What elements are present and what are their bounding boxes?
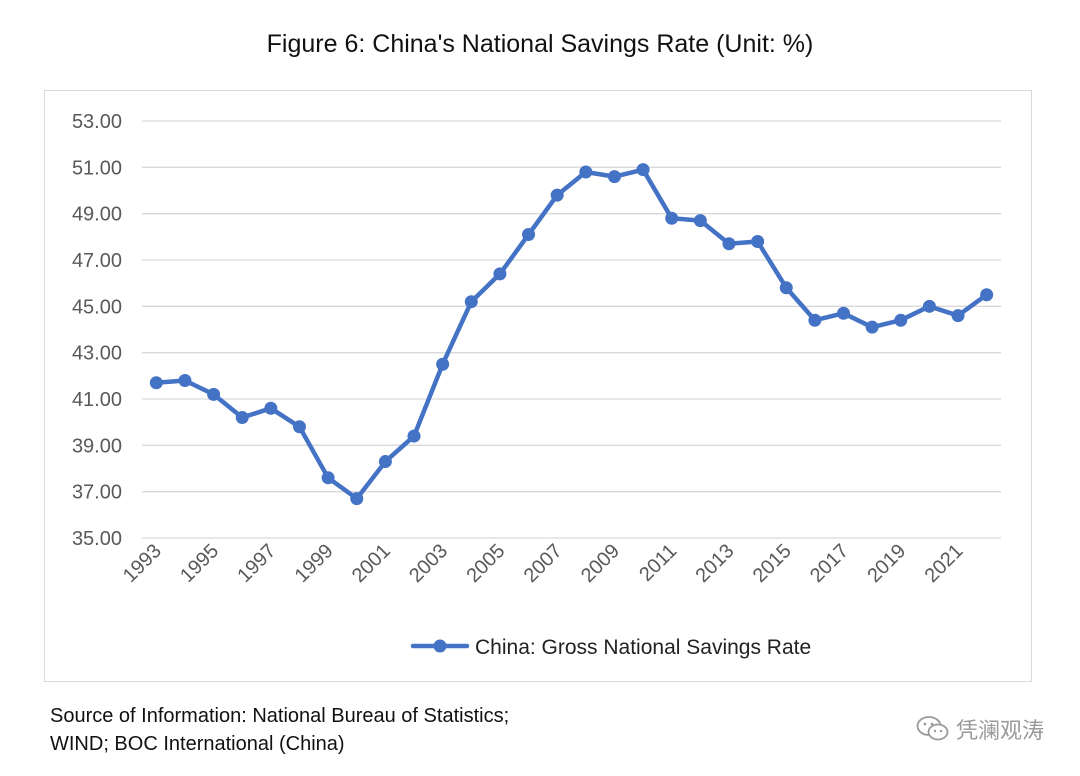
x-tick-label: 2021 xyxy=(921,540,968,587)
chart-title: Figure 6: China's National Savings Rate … xyxy=(266,30,814,58)
source-line-2: WIND; BOC International (China) xyxy=(50,733,345,755)
data-point xyxy=(550,188,564,202)
watermark: 凭澜观涛 xyxy=(916,713,1044,745)
x-tick-label: 2003 xyxy=(405,540,452,587)
chart-frame: 53.00 51.00 49.00 47.00 45.00 43.00 41.00 39.00… xyxy=(44,90,1032,682)
data-point xyxy=(636,163,650,177)
y-tick-label: 47.00 xyxy=(72,250,122,272)
x-tick-label: 2013 xyxy=(691,540,738,587)
watermark-text: 凭澜观涛 xyxy=(955,718,1044,743)
data-point xyxy=(722,237,736,251)
data-point xyxy=(178,373,192,387)
data-point xyxy=(207,387,221,401)
source-line-1: Source of Information: National Bureau o… xyxy=(50,705,510,727)
data-point xyxy=(378,455,392,469)
legend-label: China: Gross National Savings Rate xyxy=(475,636,811,659)
data-point xyxy=(922,299,936,313)
x-tick-label: 2015 xyxy=(749,540,796,587)
data-point xyxy=(149,376,163,390)
data-point xyxy=(894,313,908,327)
x-tick-label: 2001 xyxy=(348,540,395,587)
data-point xyxy=(665,211,679,225)
line-chart: 53.00 51.00 49.00 47.00 45.00 43.00 41.00 39.00… xyxy=(72,111,1001,659)
data-point xyxy=(837,306,851,320)
legend-swatch-marker xyxy=(433,639,447,653)
y-tick-label: 49.00 xyxy=(72,204,122,226)
data-point xyxy=(779,281,793,295)
y-tick-label: 51.00 xyxy=(72,157,122,179)
x-tick-label: 2007 xyxy=(520,540,567,587)
x-tick-label: 2005 xyxy=(462,540,509,587)
data-point xyxy=(493,267,507,281)
y-tick-label: 37.00 xyxy=(72,482,122,504)
data-point xyxy=(264,401,278,415)
data-point xyxy=(693,214,707,228)
x-tick-label: 1995 xyxy=(176,540,223,587)
data-point xyxy=(607,170,621,184)
data-point xyxy=(808,313,822,327)
wechat-icon xyxy=(916,716,949,741)
y-tick-label: 43.00 xyxy=(72,343,122,365)
data-point xyxy=(751,234,765,248)
x-tick-label: 1999 xyxy=(291,540,338,587)
x-tick-label: 2011 xyxy=(635,540,681,586)
data-point xyxy=(865,320,879,334)
y-tick-label: 41.00 xyxy=(72,389,122,411)
x-tick-label: 2017 xyxy=(806,540,853,587)
y-tick-label: 35.00 xyxy=(72,528,122,550)
data-point xyxy=(321,471,335,485)
y-tick-label: 53.00 xyxy=(72,111,122,133)
data-point xyxy=(522,228,536,242)
data-point xyxy=(407,429,421,443)
y-tick-label: 45.00 xyxy=(72,296,122,318)
source-note: Source of Information: National Bureau o… xyxy=(50,702,509,758)
x-tick-label: 2009 xyxy=(577,540,624,587)
data-point xyxy=(951,309,965,323)
y-tick-label: 39.00 xyxy=(72,435,122,457)
data-point xyxy=(436,357,450,371)
data-point xyxy=(235,411,249,425)
x-tick-label: 1997 xyxy=(233,540,280,587)
x-tick-label: 2019 xyxy=(863,540,910,587)
data-point xyxy=(350,492,364,506)
data-point xyxy=(980,288,994,302)
data-point xyxy=(292,420,306,434)
data-point xyxy=(464,295,478,309)
series-line xyxy=(154,167,989,501)
x-tick-label: 1993 xyxy=(119,540,166,587)
data-point xyxy=(579,165,593,179)
